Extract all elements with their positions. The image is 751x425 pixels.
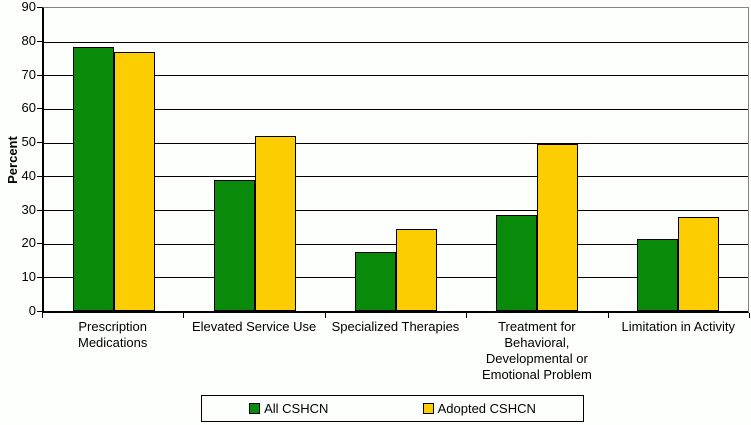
y-axis-tick: [37, 108, 42, 109]
bar-all-cshcn: [495, 215, 537, 311]
bar-adopted-cshcn: [536, 144, 578, 311]
y-axis-tick-label: 10: [21, 269, 36, 284]
category-label: Treatment for Behavioral, Developmental …: [481, 319, 592, 382]
y-axis-tick: [37, 75, 42, 76]
y-axis-tick-label: 70: [21, 67, 36, 82]
category-label: Limitation in Activity: [621, 319, 735, 334]
legend-swatch: [249, 403, 261, 414]
x-axis-tick: [42, 313, 43, 318]
legend-label: All CSHCN: [264, 401, 329, 416]
y-axis-tick: [37, 176, 42, 177]
x-axis-tick: [466, 313, 467, 318]
bar-all-cshcn: [354, 252, 396, 311]
y-axis-tick-label: 40: [21, 168, 36, 183]
legend: All CSHCN Adopted CSHCN: [201, 395, 584, 422]
x-axis-tick: [183, 313, 184, 318]
bar-all-cshcn: [636, 238, 678, 311]
gridline: [44, 109, 748, 110]
y-axis-tick-label: 30: [21, 202, 36, 217]
x-axis-category-labels: Prescription Medications Elevated Service…: [42, 319, 749, 383]
bar-all-cshcn: [73, 46, 115, 311]
category-label: Prescription Medications: [78, 319, 148, 350]
y-axis-tick: [37, 277, 42, 278]
y-axis-tick-label: 20: [21, 235, 36, 250]
legend-item: Adopted CSHCN: [422, 401, 536, 416]
gridline: [44, 210, 748, 211]
bar-group: [466, 8, 607, 311]
y-axis-tick: [37, 311, 42, 312]
bar-all-cshcn: [214, 179, 256, 311]
y-axis-tick-label: 80: [21, 33, 36, 48]
y-axis-tick-label: 0: [28, 303, 36, 318]
bar-group: [607, 8, 748, 311]
y-axis-tick: [37, 210, 42, 211]
gridline: [44, 176, 748, 178]
y-axis-tick: [37, 41, 42, 42]
y-axis-tick-label: 90: [21, 0, 36, 14]
bar-adopted-cshcn: [114, 51, 156, 311]
gridline: [44, 41, 748, 43]
legend-item: All CSHCN: [249, 402, 328, 415]
bar-adopted-cshcn: [255, 135, 297, 311]
bar-adopted-cshcn: [395, 228, 437, 311]
gridline: [44, 75, 748, 77]
x-axis-tick: [325, 313, 326, 318]
y-axis-tick: [37, 243, 42, 244]
plot-area: [42, 7, 749, 313]
legend-label: Adopted CSHCN: [437, 401, 536, 416]
x-axis-tick: [608, 313, 609, 318]
y-axis-tick: [37, 142, 42, 143]
category-label: Elevated Service Use: [191, 319, 317, 334]
x-axis-tick: [749, 313, 750, 318]
y-axis-title: Percent: [5, 136, 20, 184]
bar-group: [326, 8, 467, 311]
bar-group: [44, 8, 185, 311]
bar-group: [185, 8, 326, 311]
legend-swatch: [422, 403, 434, 414]
y-axis-tick-label: 50: [21, 134, 36, 149]
y-axis-tick-label: 60: [21, 100, 36, 115]
gridline: [44, 142, 748, 144]
category-label: Specialized Therapies: [331, 319, 460, 334]
bar-adopted-cshcn: [677, 216, 719, 311]
y-axis-tick: [37, 7, 42, 8]
